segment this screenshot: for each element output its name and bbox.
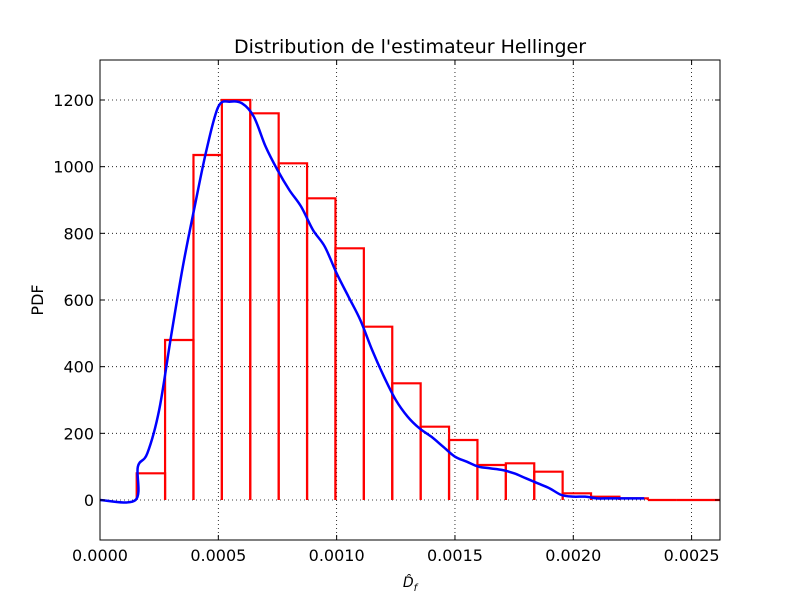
x-axis-label: D̂f <box>403 574 419 594</box>
density-series <box>99 100 645 504</box>
y-tick-label: 400 <box>63 358 94 377</box>
y-axis-label: PDF <box>28 284 47 315</box>
y-tick-label: 600 <box>63 291 94 310</box>
y-tick-label: 1000 <box>53 158 94 177</box>
grid-lines <box>99 60 720 540</box>
y-tick-label: 800 <box>63 224 94 243</box>
y-tick-label: 0 <box>84 491 94 510</box>
x-tick-label: 0.0005 <box>190 546 246 565</box>
x-tick-label: 0.0015 <box>427 546 483 565</box>
histogram-series <box>135 98 720 502</box>
x-tick-label: 0.0000 <box>72 546 128 565</box>
x-tick-label: 0.0025 <box>664 546 720 565</box>
y-tick-label: 200 <box>63 424 94 443</box>
y-axis-ticks: 0 200 400 600 800 1000 1200 <box>53 91 720 510</box>
x-axis-ticks: 0.0000 0.0005 0.0010 0.0015 0.0020 0.0025 <box>72 60 720 565</box>
y-tick-label: 1200 <box>53 91 94 110</box>
x-axis-label-main: D̂ <box>403 574 414 591</box>
x-axis-label-subscript: f <box>414 583 419 594</box>
histogram-bar <box>533 470 564 500</box>
density-line <box>99 100 645 504</box>
x-tick-label: 0.0020 <box>545 546 601 565</box>
x-tick-label: 0.0010 <box>309 546 365 565</box>
chart-title: Distribution de l'estimateur Hellinger <box>234 36 586 58</box>
